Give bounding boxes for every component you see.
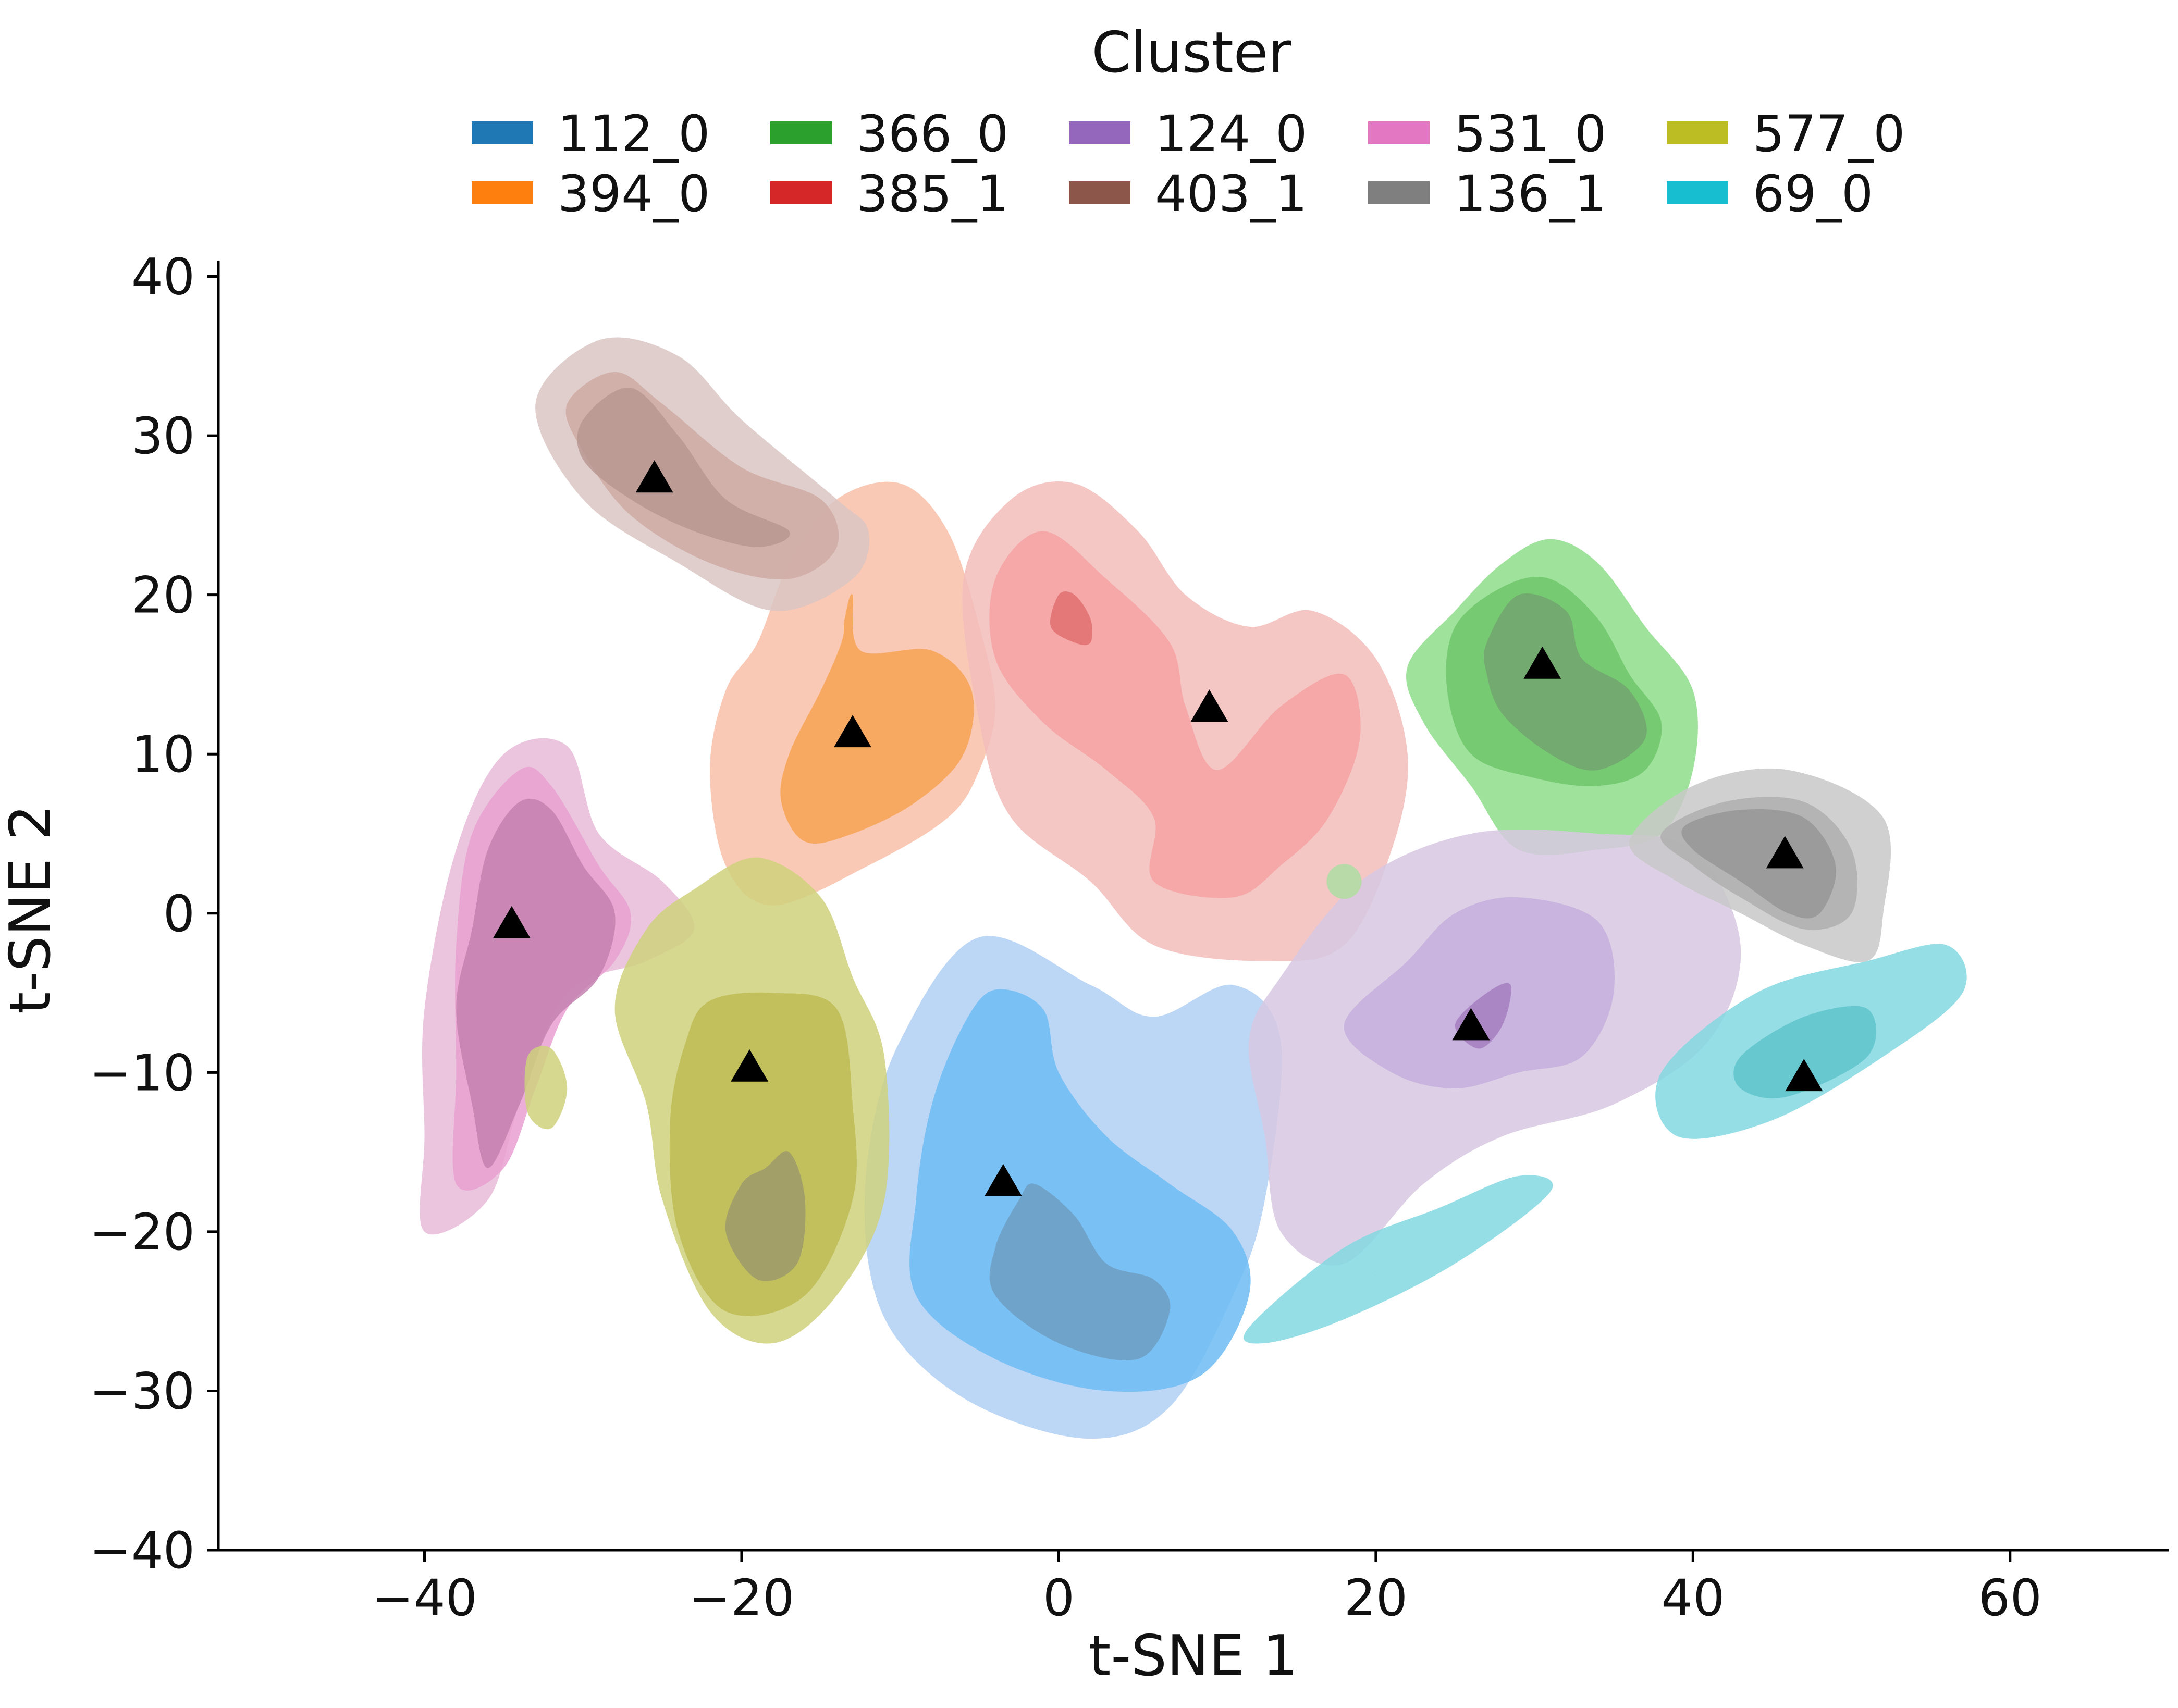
legend-swatch-112_0 [472, 121, 533, 144]
legend-swatch-69_0 [1667, 181, 1728, 204]
y-tick-label: 0 [163, 885, 195, 943]
legend-label-385_1: 385_1 [856, 165, 1008, 223]
contour-69_0-level-4 [1359, 1255, 1408, 1280]
centroid-marker-124_0 [1452, 1008, 1490, 1041]
contour-366_0-level-3 [1483, 593, 1647, 771]
y-tick-label: −30 [89, 1362, 195, 1420]
legend-swatch-403_1 [1069, 181, 1130, 204]
y-tick-label: 10 [131, 725, 195, 784]
legend-label-124_0: 124_0 [1155, 105, 1307, 163]
centroid-marker-366_0 [1523, 646, 1561, 679]
centroid-marker-385_1 [1190, 689, 1228, 722]
legend-label-403_1: 403_1 [1155, 165, 1307, 223]
legend-swatch-385_1 [770, 181, 832, 204]
x-tick-label: 60 [1978, 1569, 2042, 1627]
contour-136_1-level-3 [1681, 809, 1836, 919]
legend-swatch-394_0 [472, 181, 533, 204]
legend-swatch-136_1 [1368, 181, 1430, 204]
legend-label-531_0: 531_0 [1454, 105, 1606, 163]
contour-112_0-level-3 [989, 1183, 1171, 1361]
x-axis-label: t-SNE 1 [1089, 1624, 1298, 1689]
centroid-marker-136_1 [1766, 836, 1804, 869]
y-tick-label: −20 [89, 1203, 195, 1261]
cluster-385_1 [962, 481, 1408, 961]
cluster-112_0 [864, 936, 1282, 1439]
contour-577_0-level-2 [669, 992, 857, 1316]
contour-124_0-level-2 [1344, 897, 1615, 1088]
contour-69_0-level-3 [1244, 1175, 1553, 1344]
legend-title: Cluster [1091, 20, 1291, 85]
y-tick-label: 40 [131, 248, 195, 306]
cluster-136_1 [1629, 768, 1891, 962]
centroid-marker-112_0 [984, 1164, 1022, 1196]
stray-contour-1 [1326, 864, 1362, 899]
y-tick-label: 30 [131, 407, 195, 465]
cluster-124_0 [1248, 829, 1741, 1266]
x-tick-label: 40 [1661, 1569, 1725, 1627]
contour-69_0-level-2 [1733, 1006, 1877, 1098]
centroid-marker-394_0 [833, 715, 871, 748]
legend-label-136_1: 136_1 [1454, 165, 1606, 223]
contour-layer [420, 337, 1967, 1439]
legend-label-577_0: 577_0 [1753, 105, 1905, 163]
contour-403_1-level-3 [577, 388, 790, 547]
cluster-577_0 [524, 857, 890, 1344]
x-tick-label: 0 [1043, 1569, 1075, 1627]
centroid-layer [493, 460, 1823, 1196]
centroid-marker-69_0 [1785, 1059, 1823, 1092]
legend-swatch-577_0 [1667, 121, 1728, 144]
legend-label-366_0: 366_0 [856, 105, 1008, 163]
legend-label-394_0: 394_0 [558, 165, 710, 223]
contour-394_0-level-2 [780, 594, 974, 844]
x-tick-label: 20 [1344, 1569, 1408, 1627]
x-tick-label: −20 [689, 1569, 795, 1627]
legend-swatch-124_0 [1069, 121, 1130, 144]
centroid-marker-403_1 [635, 460, 673, 493]
legend-swatch-531_0 [1368, 121, 1430, 144]
legend-label-112_0: 112_0 [558, 105, 710, 163]
cluster-531_0 [420, 738, 695, 1235]
contour-577_0-level-3 [725, 1151, 806, 1281]
centroid-marker-577_0 [731, 1049, 769, 1082]
y-axis-label: t-SNE 2 [0, 805, 63, 1014]
axes: −40 −20 0 20 40 60 −40 −30 −20 −10 0 10 20 30 40 [89, 248, 2169, 1627]
legend-label-69_0: 69_0 [1753, 165, 1873, 223]
x-tick-label: −40 [372, 1569, 477, 1627]
y-tick-label: 20 [131, 566, 195, 625]
cluster-69_0 [1244, 944, 1967, 1344]
legend-swatch-366_0 [770, 121, 832, 144]
contour-577_0-level-4 [524, 1046, 568, 1130]
y-tick-label: −10 [89, 1044, 195, 1102]
centroid-marker-531_0 [493, 906, 531, 938]
contour-531_0-level-3 [456, 798, 616, 1168]
contour-385_1-level-3 [1050, 591, 1093, 646]
y-tick-label: −40 [89, 1521, 195, 1580]
cluster-366_0 [1406, 539, 1698, 855]
cluster-403_1 [535, 337, 870, 611]
